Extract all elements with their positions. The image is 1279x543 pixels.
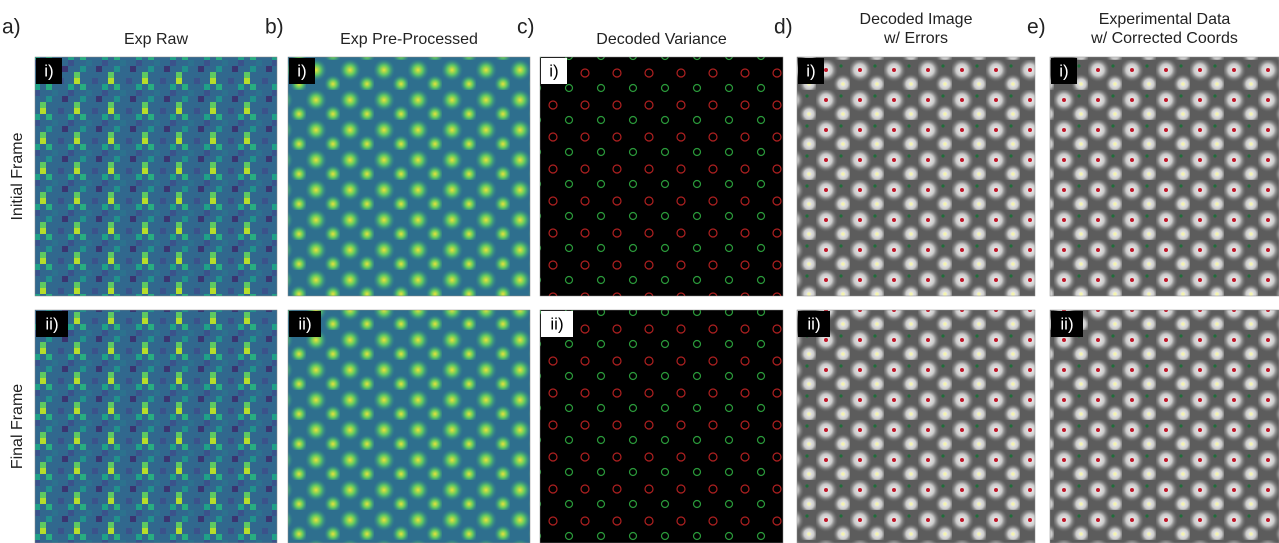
panel-title: Experimental Data (1099, 11, 1231, 28)
panel-letter: c) (517, 16, 535, 39)
subpanel-tag: ii) (807, 314, 820, 333)
row-label: Final Frame (9, 384, 26, 469)
subpanel-tag: ii) (1060, 314, 1073, 333)
image-panel (540, 57, 783, 296)
subpanel-tag: i) (806, 61, 815, 80)
panel-title: w/ Corrected Coords (1090, 30, 1238, 47)
panel-letter: e) (1027, 16, 1046, 39)
image-panel (1050, 310, 1279, 543)
image-panel (540, 310, 783, 543)
subpanel-tag: i) (549, 61, 558, 80)
image-panel (35, 57, 277, 296)
image-panel (35, 310, 277, 543)
subpanel-tag: ii) (45, 314, 58, 333)
panel-title: Decoded Variance (596, 31, 727, 48)
image-panel (797, 310, 1035, 543)
image-panel (797, 57, 1035, 296)
subpanel-tag: i) (44, 61, 53, 80)
panel-title: w/ Errors (883, 30, 948, 47)
figure: a) Exp Raw i) ii) b) Exp Pre-Processed i) ii) c)… (0, 0, 1279, 543)
panel-title: Decoded Image (860, 11, 973, 28)
image-panel (288, 57, 530, 296)
panel-letter: b) (265, 16, 284, 39)
image-panel (1050, 57, 1279, 296)
subpanel-tag: i) (297, 61, 306, 80)
panel-letter: d) (774, 16, 793, 39)
panel-title: Exp Pre-Processed (340, 31, 478, 48)
image-panel (288, 310, 530, 543)
panel-title: Exp Raw (124, 31, 188, 48)
row-label: Initial Frame (9, 132, 26, 220)
subpanel-tag: i) (1059, 61, 1068, 80)
subpanel-tag: ii) (298, 314, 311, 333)
subpanel-tag: ii) (550, 314, 563, 333)
panel-letter: a) (2, 16, 21, 39)
